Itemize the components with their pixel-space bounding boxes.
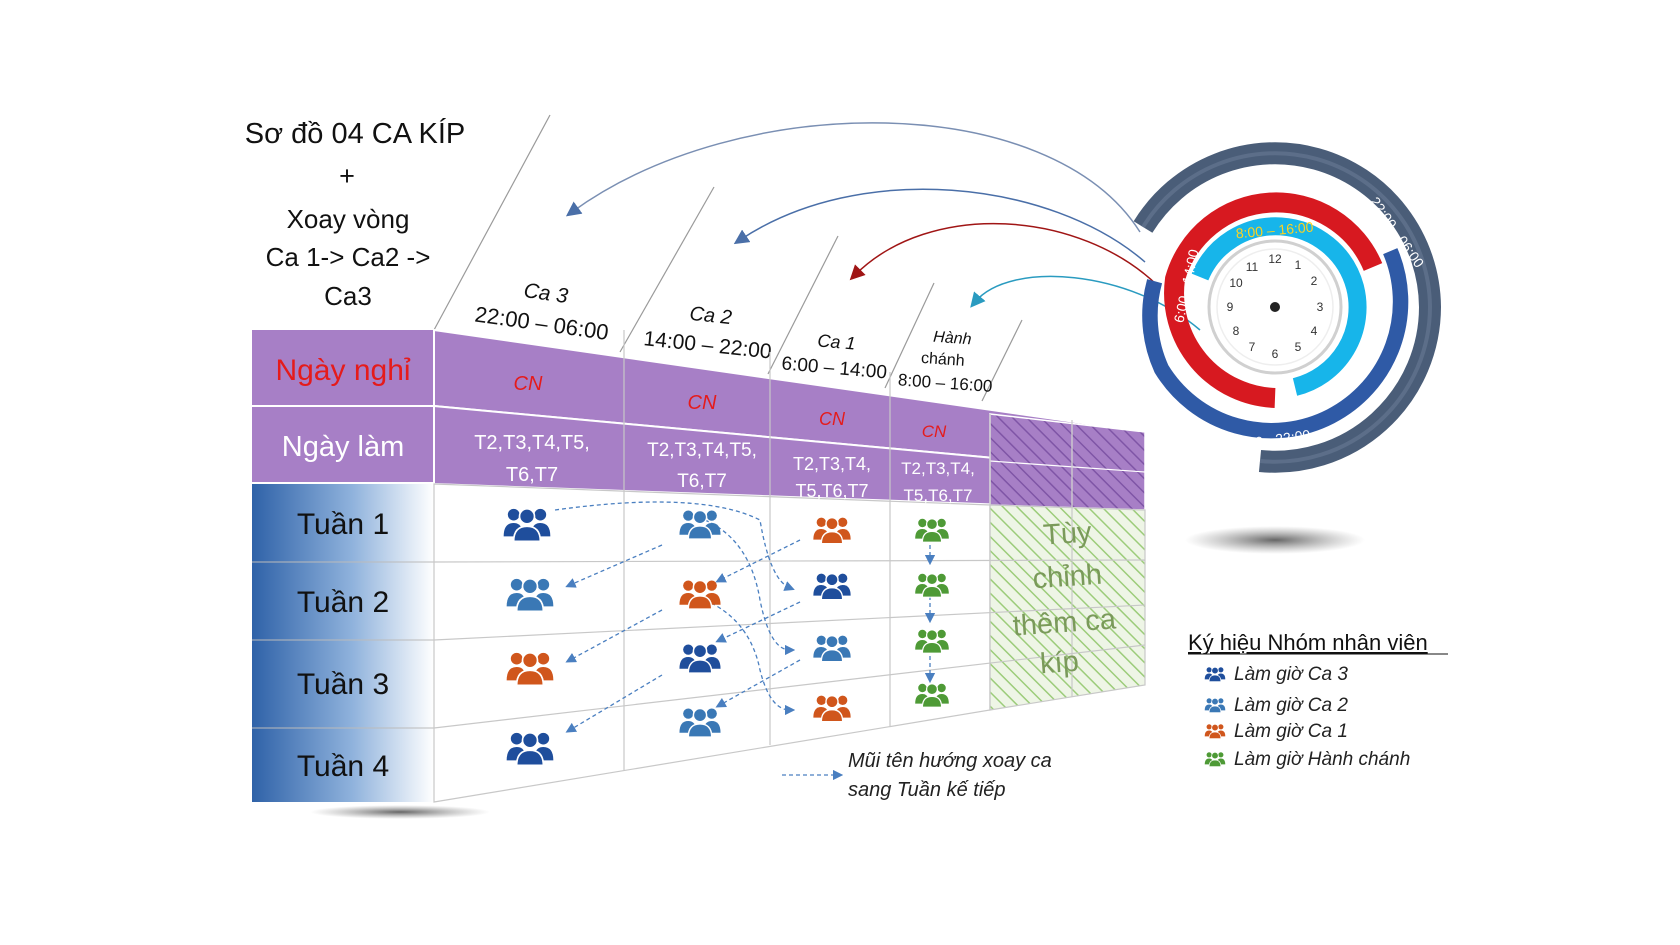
clock-num-8: 8 — [1233, 324, 1240, 338]
header-ca3-name: Ca 3 — [522, 279, 569, 308]
legend-label-ca3: Làm giờ Ca 3 — [1234, 664, 1348, 685]
off-ca1: CN — [819, 409, 846, 429]
clock-num-2: 2 — [1311, 274, 1318, 288]
day-rows — [433, 328, 1146, 512]
custom-line-4: kíp — [1039, 646, 1080, 681]
week2-label: Tuần 2 — [297, 586, 389, 619]
header-hc-name-2: chánh — [920, 350, 965, 370]
work-day-values: T2,T3,T4,T5, T6,T7 T2,T3,T4,T5, T6,T7 T2… — [474, 432, 975, 505]
week4-label-bg — [252, 728, 434, 802]
clock-num-9: 9 — [1227, 300, 1234, 314]
arrow-note-line-2: sang Tuần kế tiếp — [848, 779, 1006, 801]
custom-shift-text: Tùy chỉnh thêm ca kíp — [1012, 516, 1118, 680]
custom-line-2: chỉnh — [1032, 559, 1103, 596]
legend: Ký hiệu Nhóm nhân viên Làm giờ Ca 3 Làm … — [1188, 630, 1448, 770]
work-day-label: Ngày làm — [282, 431, 405, 463]
header-hc-time: 8:00 – 16:00 — [897, 370, 993, 396]
header-separators — [433, 114, 1023, 402]
week-grid — [433, 330, 1146, 803]
title-line-4: Ca 1-> Ca2 -> — [266, 242, 431, 272]
legend-icon-ca3 — [1204, 666, 1226, 682]
off-day-label: Ngày nghỉ — [275, 354, 410, 387]
work-ca2-2: T6,T7 — [677, 471, 727, 492]
ring-ca2 — [1142, 248, 1409, 439]
header-ca1-time: 6:00 – 14:00 — [781, 353, 888, 383]
header-hc-name: Hành — [933, 329, 972, 349]
work-ca1-2: T5,T6,T7 — [795, 481, 868, 501]
clock-num-7: 7 — [1249, 340, 1256, 354]
arrow-note-line-1: Mũi tên hướng xoay ca — [848, 750, 1052, 772]
off-ca2: CN — [688, 392, 717, 414]
clock-num-3: 3 — [1317, 300, 1324, 314]
clock-num-12: 12 — [1268, 252, 1282, 266]
work-hc-2: T5,T6,T7 — [904, 486, 973, 505]
legend-label-ca1: Làm giờ Ca 1 — [1234, 721, 1348, 742]
custom-line-1: Tùy — [1042, 516, 1093, 551]
clock-shadow — [1185, 526, 1365, 554]
legend-title: Ký hiệu Nhóm nhân viên — [1188, 630, 1428, 655]
custom-line-3: thêm ca — [1012, 603, 1118, 642]
clock-connectors — [565, 122, 1201, 331]
work-ca1-1: T2,T3,T4, — [793, 454, 871, 474]
legend-icon-hc — [1204, 751, 1226, 767]
ring-ca1 — [1164, 192, 1383, 408]
title-line-3: Xoay vòng — [287, 204, 410, 234]
clock-num-4: 4 — [1311, 324, 1318, 338]
clock-num-1: 1 — [1295, 258, 1302, 272]
header-ca1-name: Ca 1 — [817, 330, 857, 353]
work-hc-1: T2,T3,T4, — [901, 459, 975, 478]
week1-label: Tuần 1 — [297, 508, 389, 541]
ring-hc — [1191, 217, 1367, 396]
header-ca2-name: Ca 2 — [688, 303, 732, 329]
clock-num-5: 5 — [1295, 340, 1302, 354]
clock-num-10: 10 — [1229, 276, 1243, 290]
legend-icon-ca1 — [1204, 723, 1226, 739]
work-ca3-1: T2,T3,T4,T5, — [474, 432, 590, 454]
off-day-label-bg — [252, 330, 434, 406]
header-ca2-time: 14:00 – 22:00 — [642, 327, 772, 363]
ring-hc-label: 8:00 – 16:00 — [1235, 219, 1314, 242]
work-day-label-bg — [252, 406, 434, 482]
shift-clock: 12 1 2 3 4 5 6 7 8 9 10 11 22:00 - 06:00… — [1133, 142, 1442, 554]
off-day-values: CN CN CN CN — [514, 373, 947, 441]
clock-center — [1270, 302, 1280, 312]
week3-label-bg — [252, 640, 434, 728]
rotation-arrows — [554, 501, 936, 733]
legend-label-hc: Làm giờ Hành chánh — [1234, 749, 1410, 770]
week3-label: Tuần 3 — [297, 668, 389, 701]
work-ca3-2: T6,T7 — [506, 464, 558, 486]
off-hc: CN — [922, 422, 947, 441]
legend-label-ca2: Làm giờ Ca 2 — [1234, 695, 1348, 716]
clock-num-6: 6 — [1272, 347, 1279, 361]
legend-icon-ca2 — [1204, 697, 1226, 713]
off-ca3: CN — [514, 373, 543, 395]
week2-label-bg — [252, 562, 434, 640]
table-shadow — [310, 805, 490, 819]
week1-label-bg — [252, 484, 434, 562]
title-line-1: Sơ đồ 04 CA KÍP — [245, 117, 466, 150]
diagram-title: Sơ đồ 04 CA KÍP + Xoay vòng Ca 1-> Ca2 -… — [245, 117, 466, 311]
week4-label: Tuần 4 — [297, 750, 389, 783]
title-line-2: + — [339, 161, 355, 191]
clock-numbers: 12 1 2 3 4 5 6 7 8 9 10 11 — [1227, 252, 1324, 361]
clock-num-11: 11 — [1246, 260, 1259, 274]
title-line-5: Ca3 — [324, 281, 372, 311]
arrow-note: Mũi tên hướng xoay ca sang Tuần kế tiếp — [782, 750, 1052, 801]
row-labels-column: Ngày nghỉ Ngày làm Tuần 1 Tuần 2 Tuần 3 … — [252, 330, 490, 819]
work-ca2-1: T2,T3,T4,T5, — [647, 440, 757, 461]
